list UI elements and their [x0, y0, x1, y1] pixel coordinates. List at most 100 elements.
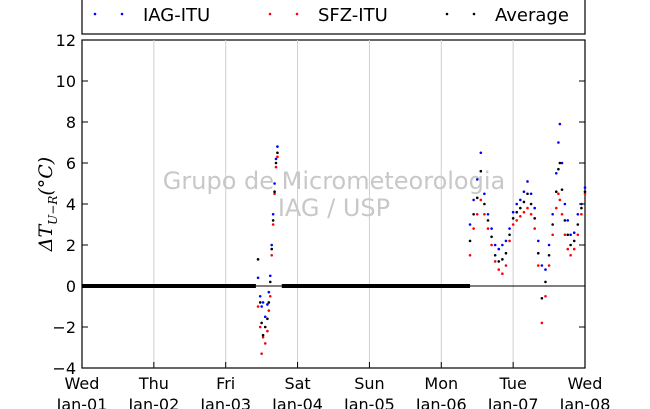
- sfz-point-47: [583, 192, 587, 196]
- iag-point-8: [270, 243, 274, 247]
- svg-text:ΔTU−R(°C): ΔTU−R(°C): [35, 157, 60, 252]
- sfz-point-39: [558, 198, 562, 202]
- iag-point-36: [551, 212, 554, 216]
- sfz-point-41: [563, 233, 567, 237]
- iag-point-38: [557, 141, 560, 144]
- sfz-point-1: [258, 325, 262, 329]
- grid-lines: [153, 40, 514, 368]
- iag-point-18: [486, 212, 490, 216]
- sfz-point-22: [501, 272, 504, 276]
- sfz-point-35: [547, 264, 551, 267]
- iag-point-20: [493, 243, 497, 247]
- iag-point-39: [558, 122, 562, 126]
- avg-point-35: [547, 253, 551, 257]
- data-points: [256, 122, 587, 355]
- plot-area: Grupo de Micrometeorologia IAG / USP: [81, 39, 587, 369]
- y-tick-label-0: −4: [52, 359, 76, 378]
- sfz-point-14: [472, 227, 475, 230]
- avg-point-39: [558, 161, 562, 165]
- sfz-point-0: [256, 305, 260, 308]
- sfz-point-19: [490, 243, 493, 247]
- avg-point-40: [560, 188, 564, 191]
- sfz-point-32: [536, 264, 540, 267]
- legend-label-sfz: SFZ-ITU: [318, 5, 388, 26]
- legend-marker-iag-0: [93, 12, 97, 16]
- avg-point-29: [526, 192, 529, 196]
- y-axis-label: ΔTU−R(°C): [35, 157, 60, 252]
- iag-point-42: [566, 219, 570, 222]
- y-tick-label-5: 6: [66, 154, 76, 173]
- legend-marker-sfz-1: [295, 12, 299, 16]
- iag-point-31: [533, 206, 536, 210]
- avg-point-22: [501, 258, 504, 261]
- avg-point-28: [522, 200, 526, 204]
- avg-point-10: [273, 190, 276, 193]
- iag-point-17: [483, 192, 486, 196]
- y-axis-label-subscript: U−R: [46, 196, 60, 225]
- iag-point-0: [256, 276, 260, 280]
- legend-marker-sfz-0: [268, 12, 272, 16]
- avg-point-43: [569, 243, 572, 247]
- watermark-line-1: Grupo de Micrometeorologia: [163, 167, 505, 195]
- iag-point-29: [526, 180, 529, 183]
- sfz-point-25: [511, 223, 515, 226]
- x-axis: Wed Jan-01 Thu Jan-02 Fri Jan-03 Sat Jan-04 Sun J…: [56, 362, 611, 409]
- iag-point-19: [490, 227, 493, 230]
- x-tick-label-date-0: Jan-01: [56, 395, 108, 409]
- sfz-point-37: [554, 206, 558, 210]
- iag-point-9: [271, 212, 275, 216]
- iag-point-40: [560, 161, 564, 165]
- sfz-point-38: [557, 192, 560, 196]
- x-tick-label-date-4: Jan-05: [343, 395, 395, 409]
- y-axis-label-unit: (°C): [35, 157, 57, 196]
- sfz-point-16: [479, 198, 483, 202]
- x-tick-label-date-7: Jan-08: [559, 395, 611, 409]
- iag-point-12: [276, 145, 279, 148]
- iag-point-7: [268, 274, 272, 278]
- sfz-point-15: [475, 212, 479, 216]
- avg-point-9: [271, 219, 275, 222]
- sfz-point-11: [274, 165, 278, 169]
- sfz-point-7: [268, 294, 272, 298]
- avg-point-13: [468, 239, 472, 243]
- legend: IAG-ITU SFZ-ITU Average: [81, 0, 586, 35]
- sfz-point-43: [569, 253, 572, 257]
- watermark-line-2: IAG / USP: [278, 194, 390, 222]
- avg-point-34: [544, 280, 547, 284]
- x-tick-label-day-0: Wed: [65, 374, 100, 393]
- y-tick-label-8: 12: [56, 31, 76, 50]
- sfz-point-31: [533, 227, 536, 230]
- y-axis-label-symbol: ΔT: [35, 224, 57, 253]
- iag-point-22: [501, 243, 504, 247]
- avg-point-2: [260, 321, 263, 325]
- x-tick-label-day-7: Wed: [568, 374, 603, 393]
- iag-point-10: [273, 182, 276, 185]
- sfz-point-3: [261, 335, 265, 339]
- x-tick-label-day-3: Sat: [284, 374, 310, 393]
- avg-point-42: [566, 233, 570, 237]
- sfz-point-21: [497, 268, 501, 271]
- avg-point-17: [483, 202, 486, 206]
- iag-point-32: [536, 239, 540, 243]
- sfz-point-40: [560, 212, 564, 216]
- iag-point-33: [540, 264, 544, 267]
- y-tick-label-1: −2: [52, 318, 76, 337]
- avg-point-19: [490, 235, 493, 239]
- avg-point-6: [267, 301, 271, 304]
- x-tick-label-day-1: Thu: [138, 374, 169, 393]
- sfz-point-10: [273, 192, 276, 196]
- avg-point-46: [580, 206, 583, 210]
- avg-point-38: [557, 167, 560, 171]
- sfz-point-23: [504, 264, 508, 267]
- avg-point-47: [583, 190, 587, 193]
- y-tick-label-6: 8: [66, 113, 76, 132]
- sfz-point-2: [260, 352, 263, 355]
- legend-marker-avg-1: [472, 12, 476, 16]
- watermark: Grupo de Micrometeorologia IAG / USP: [163, 167, 505, 222]
- avg-point-33: [540, 297, 544, 300]
- x-tick-label-date-5: Jan-06: [415, 395, 467, 409]
- sfz-point-46: [580, 212, 583, 216]
- iag-point-41: [563, 202, 567, 206]
- iag-point-47: [583, 186, 587, 189]
